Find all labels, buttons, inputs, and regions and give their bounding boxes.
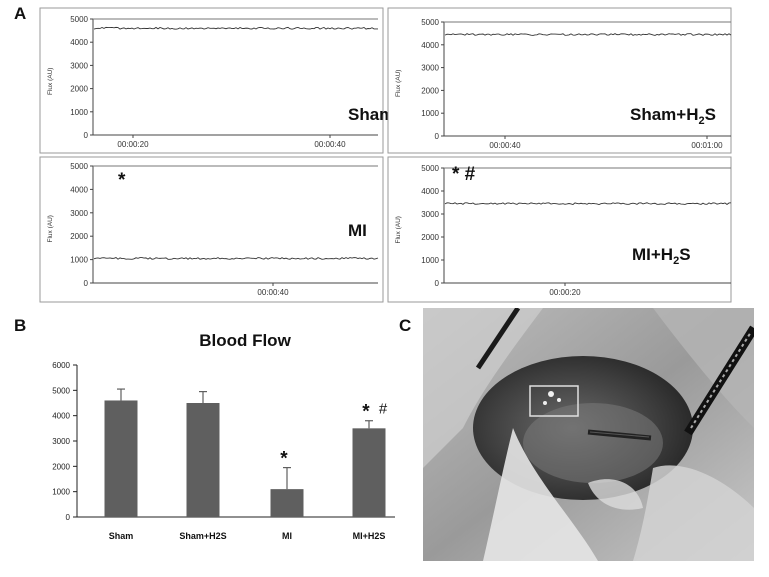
- trace-y-tick-label: 1000: [421, 256, 439, 265]
- trace-y-tick-label: 5000: [421, 164, 439, 173]
- chart-y-tick-label: 5000: [52, 386, 70, 395]
- trace-y-tick-label: 0: [84, 279, 89, 288]
- category-label-2: Sham+H2S: [179, 531, 226, 541]
- trace-group-label: MI: [348, 221, 367, 240]
- bar-annotation-star-3: *: [280, 449, 288, 470]
- trace-y-tick-label: 1000: [70, 256, 88, 265]
- trace-y-tick-label: 3000: [70, 209, 88, 218]
- trace-group-label-main: Sham: [348, 105, 394, 124]
- trace-y-tick-label: 0: [84, 131, 89, 140]
- trace-y-tick-label: 1000: [70, 108, 88, 117]
- trace-x-tick-label: 00:00:40: [314, 140, 346, 149]
- flux-trace-line: [444, 33, 732, 36]
- trace-x-tick-label: 00:01:00: [691, 141, 723, 150]
- flux-trace-line: [93, 257, 379, 260]
- tissue-fold: [483, 428, 598, 561]
- trace-y-label: Flux (AU): [47, 215, 54, 242]
- trace-y-tick-label: 5000: [70, 162, 88, 171]
- chart-y-tick-label: 1000: [52, 488, 70, 497]
- trace-x-tick-label: 00:00:20: [549, 288, 581, 297]
- trace-y-tick-label: 4000: [70, 185, 88, 194]
- trace-frame: [387, 7, 732, 154]
- bar-annotation-hash-4: #: [379, 401, 388, 418]
- trace-group-label-main: Sham+H: [630, 105, 699, 124]
- trace-y-tick-label: 3000: [421, 210, 439, 219]
- trace-panel-1: 5000 4000 3000 2000 1000 0 Flux (AU) 00:00:20 00…: [39, 7, 394, 154]
- panel-c-surgical-photo: [423, 308, 754, 561]
- chart-y-tick-label: 3000: [52, 437, 70, 446]
- trace-y-tick-label: 2000: [421, 86, 439, 95]
- trace-y-tick-label: 0: [435, 132, 440, 141]
- trace-frame: [39, 7, 384, 154]
- category-label-3: MI: [282, 531, 292, 541]
- trace-x-tick-label: 00:00:40: [489, 141, 521, 150]
- trace-y-tick-label: 5000: [421, 18, 439, 27]
- panel-c-letter: C: [399, 316, 412, 335]
- chart-title: Blood Flow: [199, 331, 291, 350]
- retractor-left: [475, 308, 521, 370]
- trace-y-tick-label: 0: [435, 279, 440, 288]
- chart-y-tick-label: 0: [66, 513, 71, 522]
- flux-trace-line: [444, 202, 732, 205]
- flux-trace-line: [93, 26, 379, 30]
- panel-a-letter: A: [14, 4, 27, 23]
- trace-group-label: Sham: [348, 105, 394, 124]
- trace-y-tick-label: 4000: [421, 41, 439, 50]
- chart-y-tick-label: 4000: [52, 412, 70, 421]
- trace-panel-2: 5000 4000 3000 2000 1000 0 Flux (AU) 00:00:40 00…: [387, 7, 732, 154]
- trace-x-tick-label: 00:00:40: [257, 288, 289, 297]
- trace-group-label: Sham+H2S: [630, 105, 716, 127]
- bar-1: [104, 400, 138, 517]
- trace-panel-3: 5000 4000 3000 2000 1000 0 Flux (AU) 00:00:40 MI…: [39, 156, 384, 303]
- chart-y-tick-label: 6000: [52, 361, 70, 370]
- chart-y-tick-label: 2000: [52, 462, 70, 471]
- trace-frame: [387, 156, 732, 303]
- bar-3: [270, 489, 304, 517]
- trace-y-tick-label: 3000: [70, 61, 88, 70]
- category-label-4: MI+H2S: [353, 531, 386, 541]
- trace-group-label-sub: 2: [673, 255, 679, 267]
- significance-marker: *: [118, 170, 126, 191]
- trace-y-label: Flux (AU): [47, 68, 54, 95]
- category-label-1: Sham: [109, 531, 134, 541]
- trace-y-tick-label: 4000: [70, 38, 88, 47]
- bar-2: [186, 403, 220, 517]
- bar-4: [352, 428, 386, 517]
- trace-y-tick-label: 2000: [70, 232, 88, 241]
- probe-region-box: [529, 385, 579, 417]
- trace-frame: [39, 156, 384, 303]
- trace-group-label: MI+H2S: [632, 245, 691, 267]
- trace-group-label-tail: S: [679, 245, 690, 264]
- bar-annotation-star-4: *: [362, 402, 370, 423]
- panel-b-letter: B: [14, 316, 27, 335]
- trace-y-tick-label: 3000: [421, 64, 439, 73]
- trace-y-tick-label: 1000: [421, 109, 439, 118]
- trace-panel-4: 5000 4000 3000 2000 1000 0 Flux (AU) 00:00:20 MI…: [387, 156, 732, 303]
- trace-group-label-main: MI+H: [632, 245, 673, 264]
- heart-surface: [523, 403, 663, 483]
- trace-y-label: Flux (AU): [395, 70, 402, 97]
- trace-y-tick-label: 2000: [70, 85, 88, 94]
- trace-y-tick-label: 5000: [70, 15, 88, 24]
- trace-y-tick-label: 4000: [421, 187, 439, 196]
- trace-y-label: Flux (AU): [395, 216, 402, 243]
- trace-group-label-main: MI: [348, 221, 367, 240]
- significance-marker: * #: [452, 164, 476, 185]
- trace-x-tick-label: 00:00:20: [117, 140, 149, 149]
- trace-group-label-sub: 2: [699, 115, 705, 127]
- trace-group-label-tail: S: [705, 105, 716, 124]
- trace-y-tick-label: 2000: [421, 233, 439, 242]
